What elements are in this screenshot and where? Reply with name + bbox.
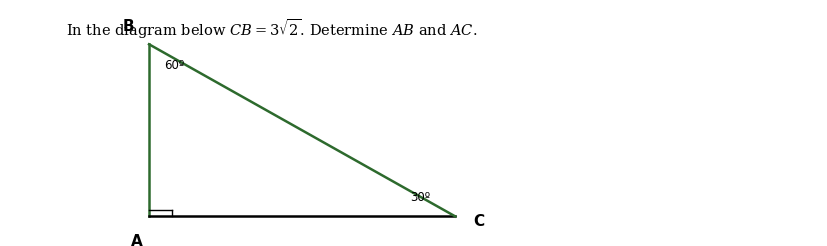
Text: C: C — [473, 214, 484, 229]
Text: A: A — [131, 234, 142, 246]
Text: 30º: 30º — [409, 191, 429, 204]
Text: 60º: 60º — [164, 59, 184, 72]
Text: In the diagram below $CB = 3\sqrt{2}$. Determine $AB$ and $AC$.: In the diagram below $CB = 3\sqrt{2}$. D… — [66, 17, 477, 41]
Text: B: B — [122, 19, 134, 34]
